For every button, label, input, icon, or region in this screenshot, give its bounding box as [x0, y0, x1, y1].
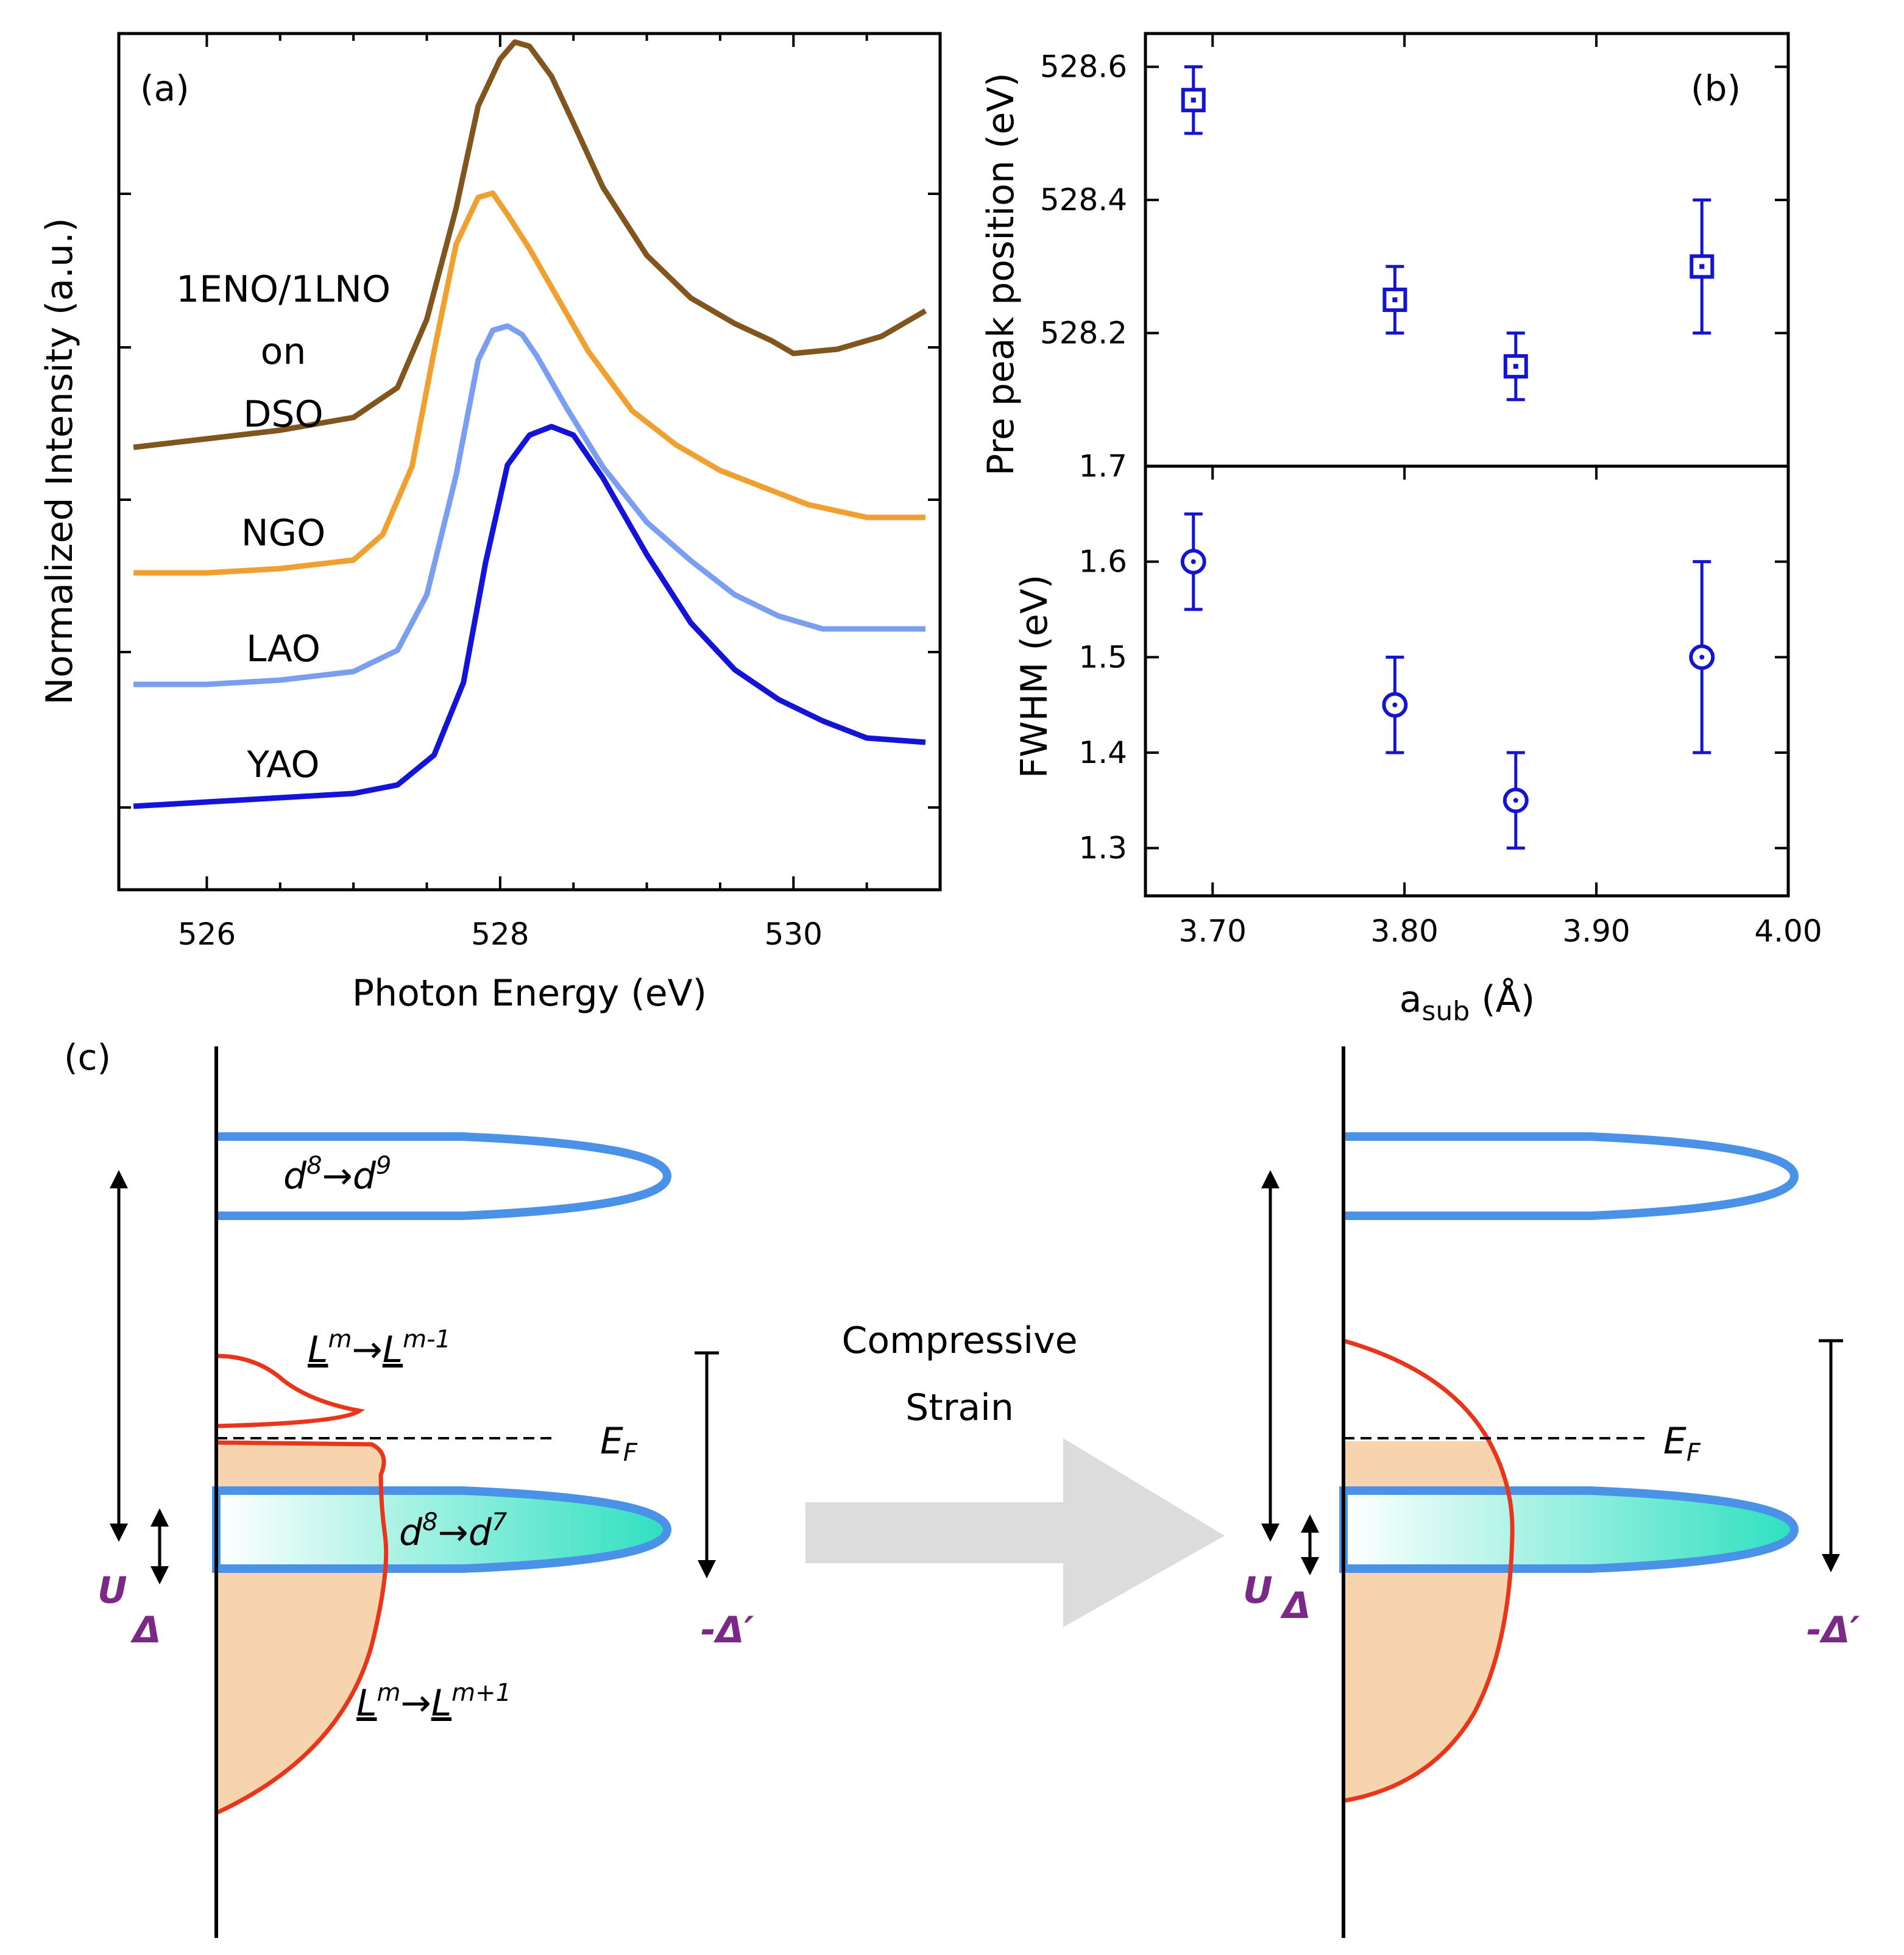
square-marker-dot [1191, 98, 1196, 103]
panel-b-bottom-ylabel: FWHM (eV) [1013, 575, 1056, 779]
panel-a-ticks: 526 528 530 [119, 34, 940, 952]
u-label-left: U [97, 1569, 127, 1612]
panel-a-ylabel: Normalized Intensity (a.u.) [38, 218, 81, 704]
y-tick-label: 1.5 [1078, 639, 1127, 675]
ligand-band-outline-upper-left [216, 1354, 366, 1428]
sample-title-line-2: on [261, 330, 306, 373]
delta-prime-label-right: -Δ′ [1807, 1609, 1860, 1652]
upper-hubbard-band-left [216, 1132, 672, 1220]
panel-a-label: (a) [140, 68, 189, 109]
fermi-label-right: EF [1663, 1420, 1701, 1467]
x-tick-label: 3.70 [1179, 914, 1247, 949]
strain-label-line-2: Strain [905, 1386, 1014, 1429]
delta-label-left: Δ [130, 1609, 161, 1652]
sample-label-lao: LAO [246, 628, 320, 670]
delta-label-right: Δ [1280, 1584, 1311, 1627]
panel-b-points [1180, 65, 1715, 850]
x-tick-label: 4.00 [1754, 914, 1822, 949]
strain-label-line-1: Compressive [841, 1319, 1077, 1362]
ligand-lower-label: Lm→Lm+1 [356, 1679, 511, 1725]
square-marker [1181, 88, 1206, 113]
lower-hubbard-band-right [1339, 1486, 1799, 1573]
y-tick-label: 528.2 [1040, 316, 1127, 351]
big-arrow [805, 1438, 1225, 1627]
panel-a-frame [117, 32, 942, 892]
spectrum-lao [133, 323, 925, 687]
circle-marker-dot [1191, 559, 1196, 564]
y-tick-label: 528.6 [1040, 49, 1127, 85]
square-marker-dot [1699, 264, 1705, 269]
panel-b-label: (b) [1691, 68, 1741, 109]
diagram-before-strain: EF d8→d9 d8→d7 Lm→Lm-1 Lm→Lm+1 U Δ -Δ′ [97, 1046, 754, 1938]
xlabel-unit: (Å) [1470, 978, 1535, 1021]
fermi-label-left: EF [600, 1420, 638, 1467]
y-tick-label-boundary: 1.7 [1078, 449, 1127, 484]
y-tick-label: 528.4 [1040, 182, 1127, 218]
square-marker-dot [1513, 364, 1518, 369]
panel-b-ticks: 3.70 3.80 3.90 4.00 528.6 528.4 528.2 1.7 1.6 1.5… [1040, 34, 1822, 949]
x-tick-label: 3.90 [1562, 914, 1630, 949]
panel-b-bottom-frame [1144, 464, 1790, 898]
panel-a-xlabel: Photon Energy (eV) [352, 972, 707, 1015]
lower-hubbard-band-left [212, 1486, 672, 1573]
ligand-upper-label: Lm→Lm-1 [308, 1325, 451, 1371]
spectrum-yao [133, 424, 926, 809]
sample-label-dso: DSO [243, 393, 324, 436]
ligand-band-outline-lower-left [215, 1440, 389, 1815]
xlabel-a: a [1400, 978, 1422, 1021]
panel-b-xlabel: asub (Å) [1400, 978, 1535, 1027]
sample-label-ngo: NGO [241, 512, 326, 555]
delta-prime-label-left: -Δ′ [701, 1609, 754, 1652]
y-tick-label: 1.3 [1078, 831, 1127, 866]
ligand-band-outline-right [1343, 1338, 1515, 1803]
panel-a-sample-labels: 1ENO/1LNO on DSO NGO LAO YAO [176, 268, 391, 786]
spectrum-dso [133, 39, 927, 450]
x-tick-label: 528 [471, 917, 529, 952]
panel-c: (c) EF d8→d9 d8→d7 Lm→Lm-1 Lm→Lm+1 U Δ -… [64, 1037, 1860, 1938]
square-marker [1503, 354, 1528, 379]
u-label-right: U [1243, 1569, 1273, 1612]
panel-b-top-ylabel: Pre peak position (eV) [980, 73, 1022, 476]
sample-label-yao: YAO [246, 743, 319, 786]
y-tick-label: 1.4 [1078, 735, 1127, 770]
sample-title-line-1: 1ENO/1LNO [176, 268, 391, 311]
y-tick-label: 1.6 [1078, 544, 1127, 580]
circle-marker-dot [1513, 798, 1518, 803]
panel-c-label: (c) [64, 1037, 111, 1078]
xlabel-sub: sub [1422, 996, 1470, 1027]
compressive-strain-arrow: Compressive Strain [805, 1319, 1225, 1627]
diagram-after-strain: EF U Δ -Δ′ [1243, 1046, 1860, 1938]
upper-hubbard-band-right [1343, 1132, 1799, 1220]
panel-a-curves [133, 39, 927, 809]
x-tick-label: 3.80 [1370, 914, 1438, 949]
panel-a: (a) 526 528 530 1ENO/1LNO on DSO NGO LAO Y… [38, 32, 942, 1015]
square-marker [1690, 254, 1715, 279]
circle-marker-dot [1392, 702, 1398, 708]
square-marker-dot [1392, 297, 1398, 302]
x-tick-label: 526 [178, 917, 236, 952]
circle-marker-dot [1699, 655, 1705, 660]
spectrum-ngo [133, 190, 925, 576]
lower-hubbard-label-left: d8→d7 [399, 1508, 508, 1554]
upper-hubbard-label-left: d8→d9 [283, 1152, 391, 1197]
x-tick-label: 530 [765, 917, 823, 952]
panel-b: (b) 3.70 3.80 3.90 4.00 528.6 528.4 528.2 1.7 1.… [980, 32, 1822, 1027]
